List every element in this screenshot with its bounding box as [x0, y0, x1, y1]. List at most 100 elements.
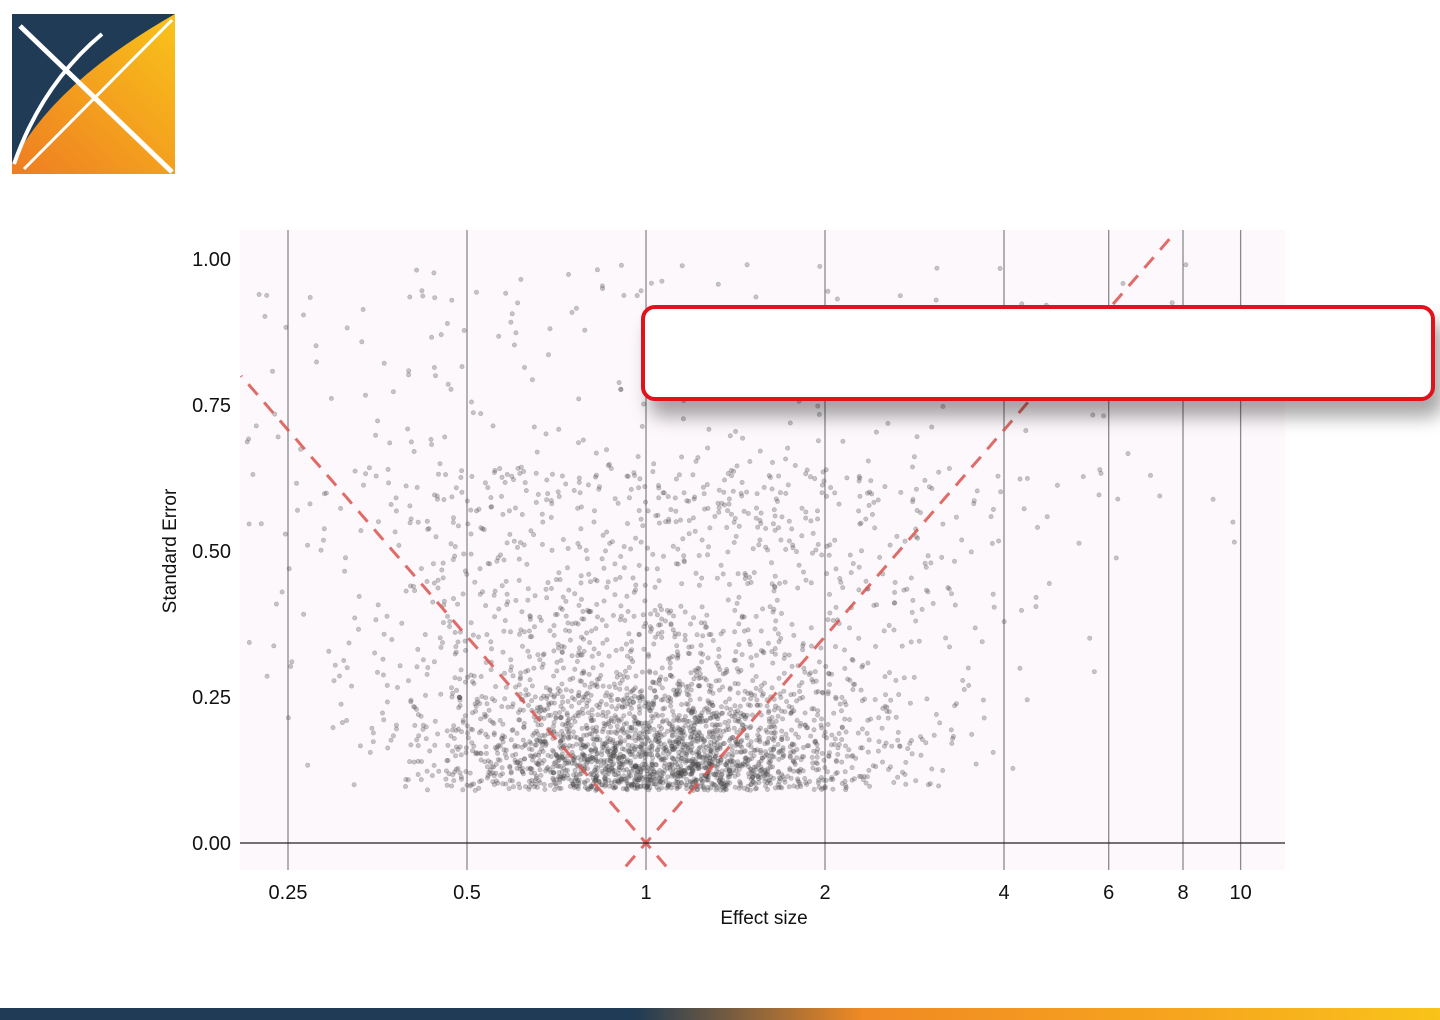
data-point: [765, 766, 771, 772]
data-point: [678, 730, 684, 736]
data-point: [769, 714, 775, 720]
data-point: [634, 777, 640, 783]
data-point: [803, 471, 809, 477]
data-point: [936, 783, 942, 789]
data-point: [727, 433, 733, 439]
data-point: [560, 594, 566, 600]
data-point: [784, 736, 790, 742]
data-point: [624, 780, 630, 786]
data-point: [468, 726, 474, 732]
data-point: [250, 471, 256, 477]
data-point: [442, 434, 448, 440]
data-point: [551, 673, 557, 679]
data-point: [700, 651, 706, 657]
data-point: [811, 786, 817, 792]
data-point: [768, 750, 774, 756]
data-point: [717, 667, 723, 673]
data-point: [656, 485, 662, 491]
data-point: [444, 728, 450, 734]
data-point: [910, 597, 916, 603]
data-point: [650, 781, 656, 787]
data-point: [791, 749, 797, 755]
data-point: [784, 699, 790, 705]
data-point: [453, 485, 459, 491]
data-point: [739, 493, 745, 499]
data-point: [759, 755, 765, 761]
data-point: [457, 744, 463, 750]
data-point: [537, 704, 543, 710]
data-point: [917, 510, 923, 516]
data-point: [736, 594, 742, 600]
data-point: [402, 783, 408, 789]
data-point: [556, 774, 562, 780]
data-point: [588, 784, 594, 790]
data-point: [557, 779, 563, 785]
data-point: [554, 755, 560, 761]
data-point: [570, 756, 576, 762]
data-point: [392, 529, 398, 535]
data-point: [457, 770, 463, 776]
data-point: [735, 718, 741, 724]
data-point: [676, 771, 682, 777]
data-point: [338, 505, 344, 511]
data-point: [764, 703, 770, 709]
data-point: [672, 634, 678, 640]
data-point: [991, 604, 997, 610]
data-point: [640, 523, 646, 529]
data-point: [751, 570, 757, 576]
data-point: [896, 692, 902, 698]
data-point: [696, 766, 702, 772]
data-point: [653, 734, 659, 740]
data-point: [684, 777, 690, 783]
data-point: [876, 739, 882, 745]
data-point: [775, 741, 781, 747]
data-point: [584, 777, 590, 783]
data-point: [711, 710, 717, 716]
data-point: [595, 712, 601, 718]
data-point: [642, 582, 648, 588]
data-point: [668, 622, 674, 628]
data-point: [581, 752, 587, 758]
data-point: [788, 710, 794, 716]
data-point: [815, 746, 821, 752]
data-point: [653, 694, 659, 700]
data-point: [644, 566, 650, 572]
data-point: [676, 678, 682, 684]
data-point: [507, 764, 513, 770]
data-point: [763, 771, 769, 777]
data-point: [583, 547, 589, 553]
data-point: [793, 549, 799, 555]
data-point: [952, 602, 958, 608]
data-point: [735, 763, 741, 769]
data-point: [408, 699, 414, 705]
data-point: [828, 742, 834, 748]
data-point: [435, 471, 441, 477]
data-point: [776, 675, 782, 681]
data-point: [1113, 555, 1119, 561]
data-point: [806, 672, 812, 678]
data-point: [825, 288, 831, 294]
data-point: [468, 507, 474, 513]
data-point: [639, 742, 645, 748]
data-point: [745, 702, 751, 708]
data-point: [565, 718, 571, 724]
data-point: [581, 732, 587, 738]
data-point: [704, 777, 710, 783]
data-point: [766, 724, 772, 730]
data-point: [577, 490, 583, 496]
data-point: [703, 757, 709, 763]
data-point: [555, 489, 561, 495]
data-point: [750, 768, 756, 774]
data-point: [573, 771, 579, 777]
data-point: [576, 645, 582, 651]
data-point: [674, 655, 680, 661]
data-point: [621, 721, 627, 727]
data-point: [293, 480, 299, 486]
data-point: [566, 729, 572, 735]
data-point: [1087, 635, 1093, 641]
data-point: [701, 748, 707, 754]
data-point: [689, 765, 695, 771]
data-point: [816, 766, 822, 772]
data-point: [581, 763, 587, 769]
data-point: [813, 760, 819, 766]
